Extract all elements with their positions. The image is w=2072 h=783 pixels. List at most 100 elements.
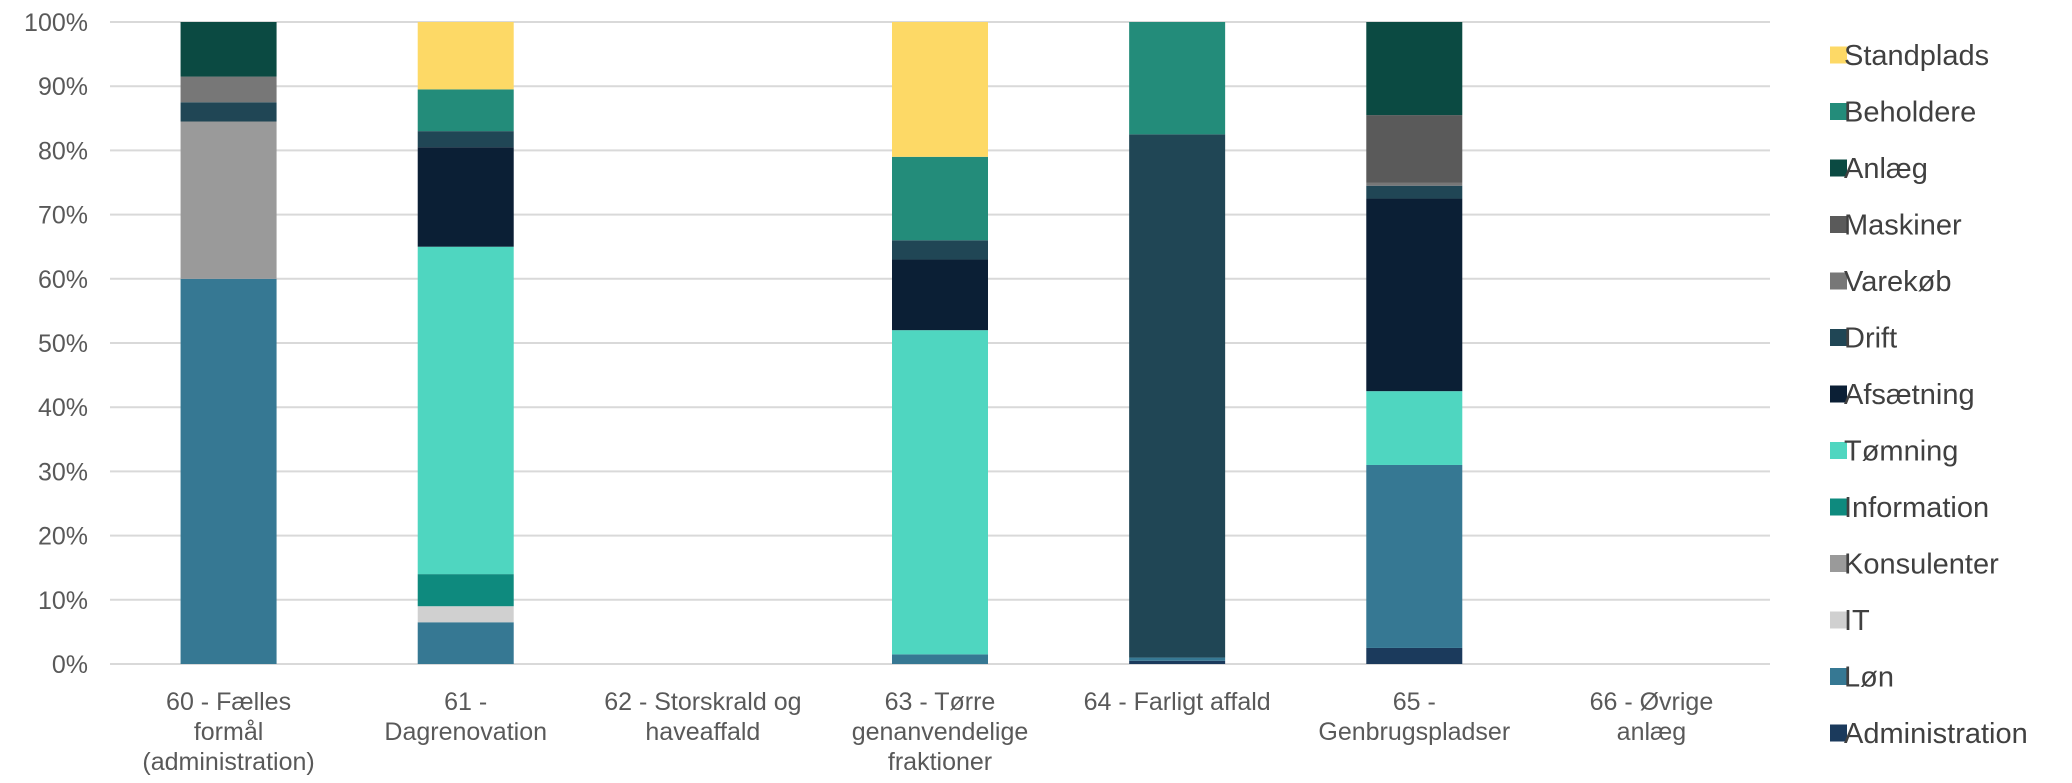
legend-swatch	[1830, 555, 1847, 572]
legend-swatch	[1830, 668, 1847, 685]
legend-swatch	[1830, 442, 1847, 459]
bar-segment	[1366, 464, 1463, 648]
legend-label: Drift	[1844, 323, 1897, 355]
legend-item: Maskiner	[1830, 210, 1962, 242]
bar-segment	[892, 259, 988, 331]
legend-label: Administration	[1844, 718, 2028, 750]
legend-swatch	[1830, 216, 1847, 233]
x-tick-label-line: formål	[194, 718, 263, 746]
legend-label: IT	[1844, 605, 1870, 637]
x-tick-label-line: 63 - Tørre	[885, 688, 996, 716]
legend-item: Information	[1830, 492, 1989, 524]
bar-segment	[417, 622, 514, 664]
legend-item: Anlæg	[1830, 153, 1928, 185]
bar-segment	[892, 240, 988, 260]
legend-item: Beholdere	[1830, 97, 1976, 129]
legend-swatch	[1830, 272, 1847, 290]
legend-label: Afsætning	[1844, 379, 1975, 411]
legend-label: Beholdere	[1844, 97, 1976, 129]
legend-swatch	[1830, 611, 1847, 629]
bar-segment	[1129, 660, 1226, 664]
legend-item: Konsulenter	[1830, 549, 1999, 581]
y-tick-label: 20%	[38, 523, 88, 551]
legend-label: Standplads	[1844, 40, 1989, 72]
bar-segment	[417, 22, 514, 90]
bar-segment	[1129, 657, 1226, 661]
legend-label: Information	[1844, 492, 1989, 524]
x-tick-label-line: 61 -	[444, 688, 487, 716]
bar-segment	[180, 278, 277, 664]
x-tick-label: 62 - Storskrald og haveaffald	[604, 688, 801, 746]
bar-segment	[180, 121, 277, 279]
x-tick-label: 66 - Øvrige anlæg	[1590, 688, 1714, 746]
bar-segment	[417, 246, 514, 575]
legend: Standplads Beholdere Anlæg Maskiner Varekøb D…	[1830, 40, 2028, 750]
legend-item: Tømning	[1830, 436, 1958, 468]
bar-segment	[1129, 22, 1226, 135]
y-tick-label: 0%	[52, 651, 88, 679]
bar-segment	[1366, 647, 1463, 664]
x-tick-label: 63 - Tørre genanvendelige fraktioner	[852, 688, 1029, 776]
legend-item: Standplads	[1830, 40, 1989, 72]
legend-label: Konsulenter	[1844, 549, 1999, 581]
bar-segment	[1366, 182, 1463, 186]
y-tick-label: 10%	[38, 587, 88, 615]
legend-item: Løn	[1830, 662, 1894, 694]
bar-segment	[892, 654, 988, 664]
bar-segment	[1129, 134, 1226, 658]
x-tick-label: 65 -Genbrugspladser	[1318, 688, 1510, 746]
x-tick-label-line: genanvendelige	[852, 718, 1029, 746]
bar-segment	[180, 102, 277, 122]
y-tick-label: 40%	[38, 394, 88, 422]
legend-swatch	[1830, 46, 1847, 64]
x-tick-label-line: 64 - Farligt affald	[1084, 688, 1271, 716]
legend-swatch	[1830, 724, 1847, 742]
x-tick-label-line: 66 - Øvrige	[1590, 688, 1714, 716]
x-tick-label: 61 -Dagrenovation	[384, 688, 547, 746]
legend-item: Afsætning	[1830, 379, 1975, 411]
legend-label: Tømning	[1844, 436, 1958, 468]
bar-segment	[1366, 198, 1463, 392]
legend-label: Maskiner	[1844, 210, 1962, 242]
bar-segment	[1366, 185, 1463, 199]
y-tick-label: 30%	[38, 458, 88, 486]
legend-label: Varekøb	[1844, 266, 1951, 298]
x-tick-label-line: fraktioner	[888, 748, 992, 776]
x-tick-label-line: 65 -	[1393, 688, 1436, 716]
bar-segment	[417, 131, 514, 148]
y-axis: 0% 10% 20% 30% 40% 50% 60% 70% 80% 90% 100%	[24, 9, 88, 679]
y-tick-label: 80%	[38, 137, 88, 165]
y-tick-label: 60%	[38, 266, 88, 294]
legend-swatch	[1830, 159, 1847, 177]
x-tick-label-line: Genbrugspladser	[1318, 718, 1510, 746]
legend-label: Anlæg	[1844, 153, 1928, 185]
legend-swatch	[1830, 385, 1847, 403]
bar-segment	[180, 22, 277, 77]
x-tick-label-line: haveaffald	[645, 718, 760, 746]
legend-label: Løn	[1844, 662, 1894, 694]
bar-segment	[892, 22, 988, 157]
legend-item: Drift	[1830, 323, 1897, 355]
bar-segment	[1366, 22, 1463, 116]
x-tick-label: 64 - Farligt affald	[1084, 688, 1271, 716]
x-tick-label-line: anlæg	[1617, 718, 1687, 746]
y-tick-label: 90%	[38, 73, 88, 101]
y-tick-label: 100%	[24, 9, 88, 37]
y-tick-label: 50%	[38, 330, 88, 358]
bar-segment	[180, 76, 277, 103]
legend-item: Administration	[1830, 718, 2028, 750]
x-tick-label: 60 - Fælles formål (administration)	[142, 688, 314, 776]
bar-segment	[417, 606, 514, 623]
bar-segment	[1366, 115, 1463, 183]
bar-segment	[417, 147, 514, 247]
legend-swatch	[1830, 498, 1847, 516]
x-axis: 60 - Fælles formål (administration) 61 -Dag…	[142, 688, 1713, 776]
bar-segment	[1366, 391, 1463, 465]
x-tick-label-line: 60 - Fælles	[166, 688, 291, 716]
x-tick-label-line: 62 - Storskrald og	[604, 688, 801, 716]
bars	[180, 22, 1463, 664]
bar-segment	[417, 574, 514, 607]
bar-segment	[417, 89, 514, 132]
legend-item: Varekøb	[1830, 266, 1951, 298]
